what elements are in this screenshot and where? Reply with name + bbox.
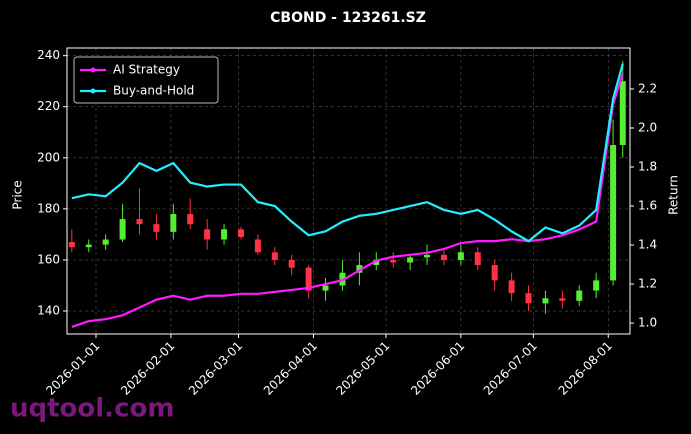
y-tick-label: 240 <box>37 48 60 62</box>
candle-body <box>221 229 228 240</box>
y2-tick-label: 2.2 <box>638 81 657 95</box>
candle-body <box>119 219 126 240</box>
y2-tick-label: 1.6 <box>638 199 657 213</box>
y2-tick-label: 1.0 <box>638 316 657 330</box>
legend-label: AI Strategy <box>113 63 180 77</box>
candle-body <box>305 267 312 291</box>
candle-body <box>525 293 532 304</box>
candle-body <box>288 259 295 268</box>
return-line <box>71 63 624 243</box>
candle-body <box>424 254 431 258</box>
candle-body <box>68 242 75 248</box>
candle-body <box>474 252 481 266</box>
candle-body <box>373 259 380 266</box>
plot-frame <box>66 47 631 335</box>
y2-tick-label: 2.0 <box>638 120 657 134</box>
candle-body <box>619 81 626 146</box>
y-tick-label: 180 <box>37 201 60 215</box>
legend: AI Strategy Buy-and-Hold <box>73 56 219 104</box>
candle-body <box>102 239 109 245</box>
return-line <box>71 73 624 329</box>
y-tick-label: 140 <box>37 304 60 318</box>
candle-body <box>153 224 160 232</box>
y-tick-label: 200 <box>37 150 60 164</box>
candle-body <box>254 239 261 253</box>
candle-body <box>542 298 549 304</box>
candle-body <box>440 254 447 260</box>
candle-body <box>559 298 566 301</box>
candle-body <box>508 280 515 294</box>
y2-tick-label: 1.4 <box>638 238 657 252</box>
candle-body <box>576 290 583 301</box>
y-axis-label: Price <box>11 180 25 209</box>
y-tick-label: 220 <box>37 99 60 113</box>
candle-body <box>170 213 177 232</box>
candle-body <box>322 285 329 291</box>
watermark: uqtool.com <box>10 394 174 424</box>
candle-body <box>85 244 92 248</box>
y2-tick-label: 1.8 <box>638 160 657 174</box>
candle-body <box>491 265 498 281</box>
legend-box <box>73 56 219 104</box>
candle-body <box>204 229 211 240</box>
y2-tick-label: 1.2 <box>638 277 657 291</box>
candle-body <box>610 145 617 281</box>
candle-body <box>271 252 278 260</box>
candle-body <box>593 280 600 291</box>
legend-label: Buy-and-Hold <box>113 84 194 98</box>
candle-body <box>136 219 143 225</box>
candle-body <box>356 265 363 273</box>
legend-marker <box>90 67 96 73</box>
y-tick-label: 160 <box>37 252 60 266</box>
chart-title: CBOND - 123261.SZ <box>270 10 426 26</box>
candle-body <box>187 213 194 225</box>
legend-marker <box>90 88 96 94</box>
candle-body <box>237 229 244 237</box>
candle-body <box>390 259 397 263</box>
y2-axis-label: Return <box>667 175 681 215</box>
candle-body <box>407 257 414 263</box>
candle-body <box>457 252 464 260</box>
